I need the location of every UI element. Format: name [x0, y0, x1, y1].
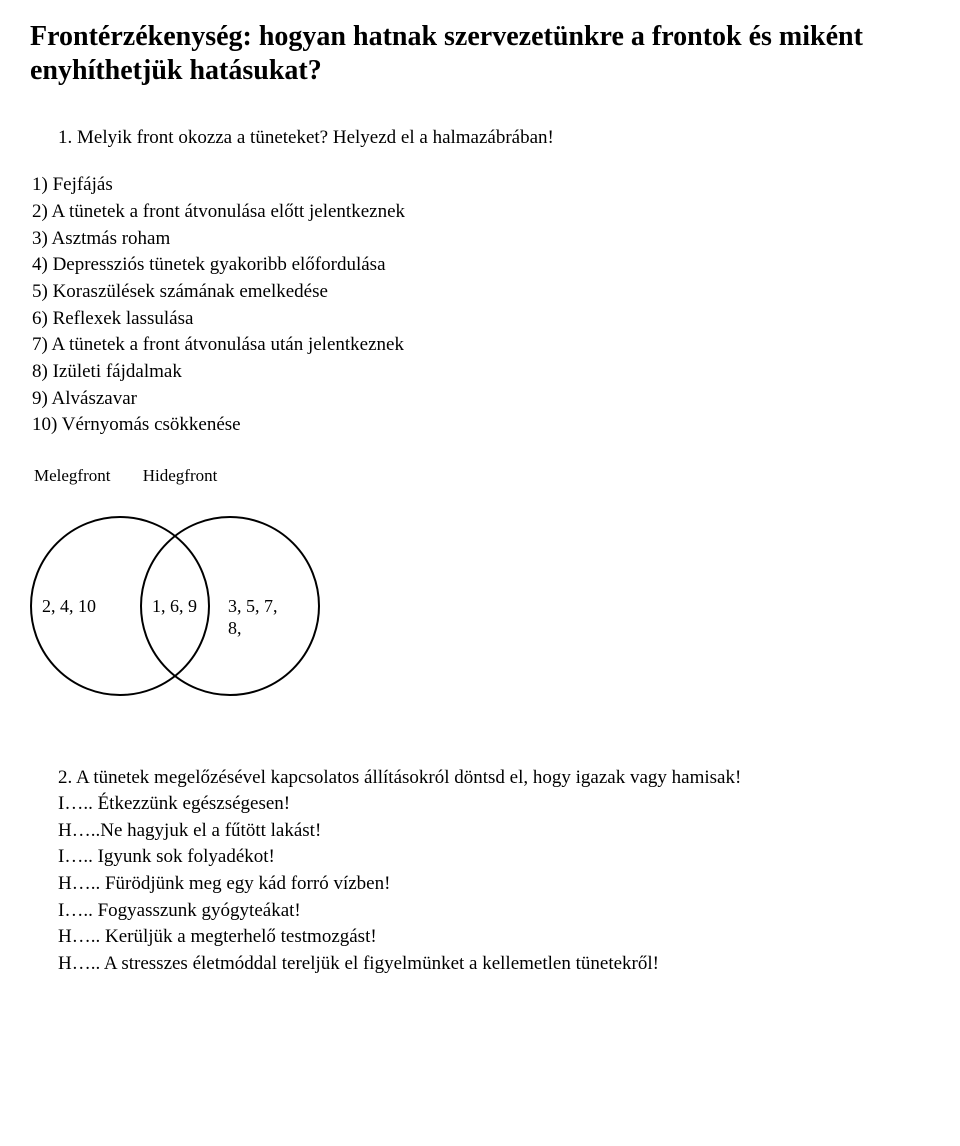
- tf-item: H….. Fürödjünk meg egy kád forró vízben!: [58, 872, 930, 897]
- list-item: 9) Alvászavar: [32, 387, 930, 412]
- tf-item: H….. Kerüljük a megterhelő testmozgást!: [58, 925, 930, 950]
- tf-item: H…..Ne hagyjuk el a fűtött lakást!: [58, 819, 930, 844]
- list-item: 2) A tünetek a front átvonulása előtt je…: [32, 200, 930, 225]
- venn-label-right: Hidegfront: [143, 466, 218, 486]
- question-2: 2. A tünetek megelőzésével kapcsolatos á…: [30, 766, 930, 790]
- list-item: 4) Depressziós tünetek gyakoribb előford…: [32, 253, 930, 278]
- list-item: 7) A tünetek a front átvonulása után jel…: [32, 333, 930, 358]
- tf-list: I….. Étkezzünk egészségesen! H…..Ne hagy…: [58, 792, 930, 977]
- list-item: 1) Fejfájás: [32, 173, 930, 198]
- list-item: 10) Vérnyomás csökkenése: [32, 413, 930, 438]
- venn-diagram: 2, 4, 10 1, 6, 9 3, 5, 7, 8,: [30, 496, 390, 716]
- tf-item: I….. Igyunk sok folyadékot!: [58, 845, 930, 870]
- tf-item: I….. Fogyasszunk gyógyteákat!: [58, 899, 930, 924]
- list-item: 8) Izületi fájdalmak: [32, 360, 930, 385]
- symptom-list: 1) Fejfájás 2) A tünetek a front átvonul…: [32, 173, 930, 438]
- question-1: 1. Melyik front okozza a tüneteket? Hely…: [30, 127, 930, 149]
- venn-right-set-bottom: 8,: [228, 618, 242, 639]
- venn-labels: Melegfront Hidegfront: [30, 466, 930, 486]
- venn-label-left: Melegfront: [34, 466, 110, 486]
- venn-mid-set: 1, 6, 9: [152, 596, 197, 617]
- page-title: Frontérzékenység: hogyan hatnak szerveze…: [30, 20, 930, 87]
- venn-left-set: 2, 4, 10: [42, 596, 96, 617]
- tf-item: I….. Étkezzünk egészségesen!: [58, 792, 930, 817]
- list-item: 5) Koraszülések számának emelkedése: [32, 280, 930, 305]
- list-item: 3) Asztmás roham: [32, 227, 930, 252]
- tf-item: H….. A stresszes életmóddal tereljük el …: [58, 952, 930, 977]
- venn-right-set-top: 3, 5, 7,: [228, 596, 278, 617]
- list-item: 6) Reflexek lassulása: [32, 307, 930, 332]
